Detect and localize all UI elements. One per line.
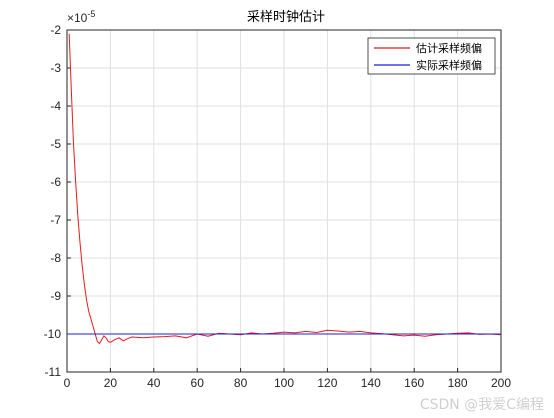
x-tick-label: 80 bbox=[234, 376, 248, 390]
y-exponent-label: ×10-5 bbox=[67, 9, 95, 25]
legend: 估计采样频偏 实际采样频偏 bbox=[367, 37, 496, 75]
x-tick-label: 180 bbox=[448, 376, 468, 390]
series-line-0 bbox=[68, 33, 502, 345]
y-tick-label: -3 bbox=[50, 61, 61, 75]
y-tick-label: -9 bbox=[50, 289, 61, 303]
chart-title: 采样时钟估计 bbox=[247, 9, 325, 25]
y-tick-label: -8 bbox=[50, 251, 61, 265]
x-tick-label: 160 bbox=[404, 376, 424, 390]
watermark-text: CSDN @我爱C编程 bbox=[419, 397, 544, 413]
x-tick-label: 200 bbox=[491, 376, 511, 390]
y-exponent-power: -5 bbox=[87, 9, 95, 19]
y-tick-label: -6 bbox=[50, 175, 61, 189]
y-tick-label: -11 bbox=[45, 365, 62, 379]
x-tick-label: 60 bbox=[191, 376, 205, 390]
y-tick-label: -10 bbox=[44, 327, 62, 341]
y-tick-label: -2 bbox=[50, 23, 61, 37]
legend-box bbox=[367, 37, 496, 75]
legend-label-estimated: 估计采样频偏 bbox=[416, 41, 482, 55]
x-tick-label: 140 bbox=[361, 376, 381, 390]
grid bbox=[66, 29, 502, 373]
x-tick-label: 120 bbox=[317, 376, 337, 390]
series-group bbox=[67, 33, 502, 345]
y-tick-label: -4 bbox=[50, 99, 61, 113]
x-tick-label: 40 bbox=[147, 376, 161, 390]
y-tick-label: -5 bbox=[50, 137, 61, 151]
x-tick-label: 20 bbox=[104, 376, 118, 390]
y-tick-label: -7 bbox=[50, 213, 61, 227]
x-tick-label: 0 bbox=[64, 376, 71, 390]
legend-label-actual: 实际采样频偏 bbox=[416, 58, 482, 72]
y-axis-ticks: -11 -10 -9 -8 -7 -6 -5 -4 -3 -2 bbox=[44, 23, 71, 379]
y-exponent-base: ×10 bbox=[67, 11, 88, 25]
x-tick-label: 100 bbox=[274, 376, 294, 390]
x-axis-ticks: 0 20 40 60 80 100 120 140 160 180 200 bbox=[64, 368, 511, 390]
